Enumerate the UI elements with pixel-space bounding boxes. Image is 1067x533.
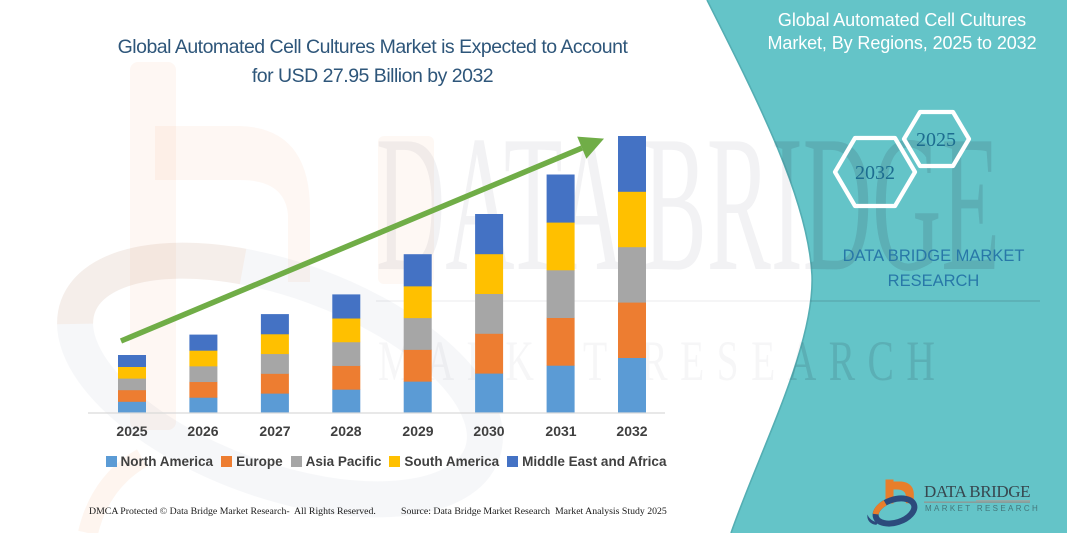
svg-text:MARKET RESEARCH: MARKET RESEARCH: [925, 504, 1040, 513]
svg-text:2032: 2032: [855, 162, 895, 184]
svg-text:2025: 2025: [916, 129, 956, 151]
svg-text:DATA BRIDGE: DATA BRIDGE: [924, 482, 1030, 501]
